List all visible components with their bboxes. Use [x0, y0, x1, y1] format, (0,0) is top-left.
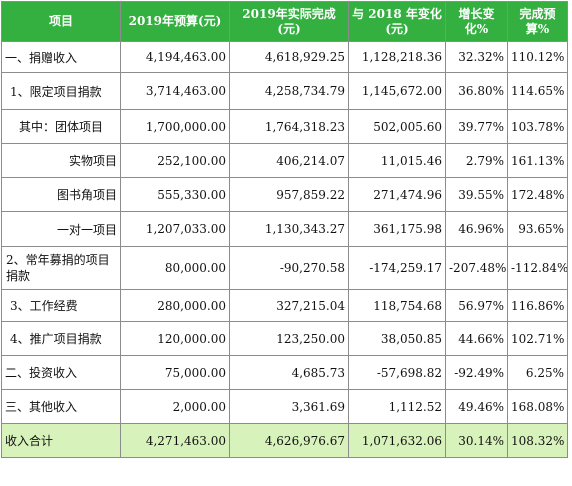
- cell-budget: 3,714,463.00: [120, 72, 230, 110]
- row-label: 一、捐赠收入: [1, 41, 121, 73]
- cell-completion: 161.13%: [507, 143, 568, 178]
- cell-change: 271,474.96: [348, 177, 446, 212]
- table-row: 实物项目 252,100.00 406,214.07 11,015.46 2.7…: [1, 143, 568, 178]
- cell-completion: -112.84%: [507, 246, 568, 290]
- cell-change: 502,005.60: [348, 109, 446, 144]
- cell-completion: 114.65%: [507, 72, 568, 110]
- row-label: 4、推广项目捐款: [1, 321, 121, 356]
- cell-completion: 102.71%: [507, 321, 568, 356]
- total-label: 收入合计: [1, 423, 121, 458]
- cell-budget: 75,000.00: [120, 355, 230, 390]
- cell-budget: 4,194,463.00: [120, 41, 230, 73]
- cell-change: -174,259.17: [348, 246, 446, 290]
- header-item: 项目: [1, 1, 121, 42]
- cell-budget: 252,100.00: [120, 143, 230, 178]
- header-completion: 完成预算%: [507, 1, 568, 42]
- row-label: 3、工作经费: [1, 289, 121, 322]
- cell-growth: 49.46%: [445, 389, 508, 424]
- cell-budget: 1,700,000.00: [120, 109, 230, 144]
- cell-budget: 1,207,033.00: [120, 211, 230, 247]
- cell-actual: 123,250.00: [229, 321, 349, 356]
- total-row: 收入合计 4,271,463.00 4,626,976.67 1,071,632…: [1, 423, 568, 458]
- cell-actual: 3,361.69: [229, 389, 349, 424]
- table-row: 三、其他收入 2,000.00 3,361.69 1,112.52 49.46%…: [1, 389, 568, 424]
- cell-growth: -92.49%: [445, 355, 508, 390]
- header-change: 与 2018 年变化(元): [348, 1, 446, 42]
- cell-completion: 116.86%: [507, 289, 568, 322]
- cell-budget: 280,000.00: [120, 289, 230, 322]
- table-row: 3、工作经费 280,000.00 327,215.04 118,754.68 …: [1, 289, 568, 322]
- total-budget: 4,271,463.00: [120, 423, 230, 458]
- cell-budget: 555,330.00: [120, 177, 230, 212]
- cell-growth: 2.79%: [445, 143, 508, 178]
- cell-change: 1,145,672.00: [348, 72, 446, 110]
- cell-actual: -90,270.58: [229, 246, 349, 290]
- cell-completion: 172.48%: [507, 177, 568, 212]
- table-row: 图书角项目 555,330.00 957,859.22 271,474.96 3…: [1, 177, 568, 212]
- cell-change: 11,015.46: [348, 143, 446, 178]
- budget-table: 项目 2019年预算(元) 2019年实际完成(元) 与 2018 年变化(元)…: [1, 1, 568, 458]
- cell-change: 1,112.52: [348, 389, 446, 424]
- row-label: 三、其他收入: [1, 389, 121, 424]
- header-growth: 增长变化%: [445, 1, 508, 42]
- cell-growth: 56.97%: [445, 289, 508, 322]
- table-row: 其中：团体项目 1,700,000.00 1,764,318.23 502,00…: [1, 109, 568, 144]
- cell-budget: 120,000.00: [120, 321, 230, 356]
- header-actual: 2019年实际完成(元): [229, 1, 349, 42]
- cell-change: -57,698.82: [348, 355, 446, 390]
- cell-budget: 2,000.00: [120, 389, 230, 424]
- cell-growth: 36.80%: [445, 72, 508, 110]
- row-label: 图书角项目: [1, 177, 121, 212]
- row-label: 2、常年募捐的项目捐款: [1, 246, 121, 290]
- cell-growth: 46.96%: [445, 211, 508, 247]
- total-completion: 108.32%: [507, 423, 568, 458]
- cell-growth: 39.55%: [445, 177, 508, 212]
- cell-actual: 4,685.73: [229, 355, 349, 390]
- cell-actual: 4,618,929.25: [229, 41, 349, 73]
- cell-growth: 32.32%: [445, 41, 508, 73]
- cell-completion: 103.78%: [507, 109, 568, 144]
- cell-actual: 327,215.04: [229, 289, 349, 322]
- cell-growth: 39.77%: [445, 109, 508, 144]
- table-row: 4、推广项目捐款 120,000.00 123,250.00 38,050.85…: [1, 321, 568, 356]
- cell-actual: 4,258,734.79: [229, 72, 349, 110]
- cell-actual: 1,764,318.23: [229, 109, 349, 144]
- cell-completion: 110.12%: [507, 41, 568, 73]
- cell-change: 38,050.85: [348, 321, 446, 356]
- table-row: 一对一项目 1,207,033.00 1,130,343.27 361,175.…: [1, 211, 568, 247]
- row-label: 实物项目: [1, 143, 121, 178]
- table-row: 二、投资收入 75,000.00 4,685.73 -57,698.82 -92…: [1, 355, 568, 390]
- cell-change: 1,128,218.36: [348, 41, 446, 73]
- cell-completion: 93.65%: [507, 211, 568, 247]
- table-row: 一、捐赠收入 4,194,463.00 4,618,929.25 1,128,2…: [1, 41, 568, 73]
- cell-change: 118,754.68: [348, 289, 446, 322]
- row-label: 其中：团体项目: [1, 109, 121, 144]
- cell-completion: 168.08%: [507, 389, 568, 424]
- total-change: 1,071,632.06: [348, 423, 446, 458]
- header-budget: 2019年预算(元): [120, 1, 230, 42]
- cell-growth: 44.66%: [445, 321, 508, 356]
- row-label: 二、投资收入: [1, 355, 121, 390]
- cell-actual: 1,130,343.27: [229, 211, 349, 247]
- row-label: 一对一项目: [1, 211, 121, 247]
- row-label: 1、限定项目捐款: [1, 72, 121, 110]
- cell-change: 361,175.98: [348, 211, 446, 247]
- table-row: 1、限定项目捐款 3,714,463.00 4,258,734.79 1,145…: [1, 72, 568, 110]
- cell-actual: 406,214.07: [229, 143, 349, 178]
- header-row: 项目 2019年预算(元) 2019年实际完成(元) 与 2018 年变化(元)…: [1, 1, 568, 42]
- total-actual: 4,626,976.67: [229, 423, 349, 458]
- table-row: 2、常年募捐的项目捐款 80,000.00 -90,270.58 -174,25…: [1, 246, 568, 290]
- cell-growth: -207.48%: [445, 246, 508, 290]
- cell-budget: 80,000.00: [120, 246, 230, 290]
- cell-completion: 6.25%: [507, 355, 568, 390]
- cell-actual: 957,859.22: [229, 177, 349, 212]
- total-growth: 30.14%: [445, 423, 508, 458]
